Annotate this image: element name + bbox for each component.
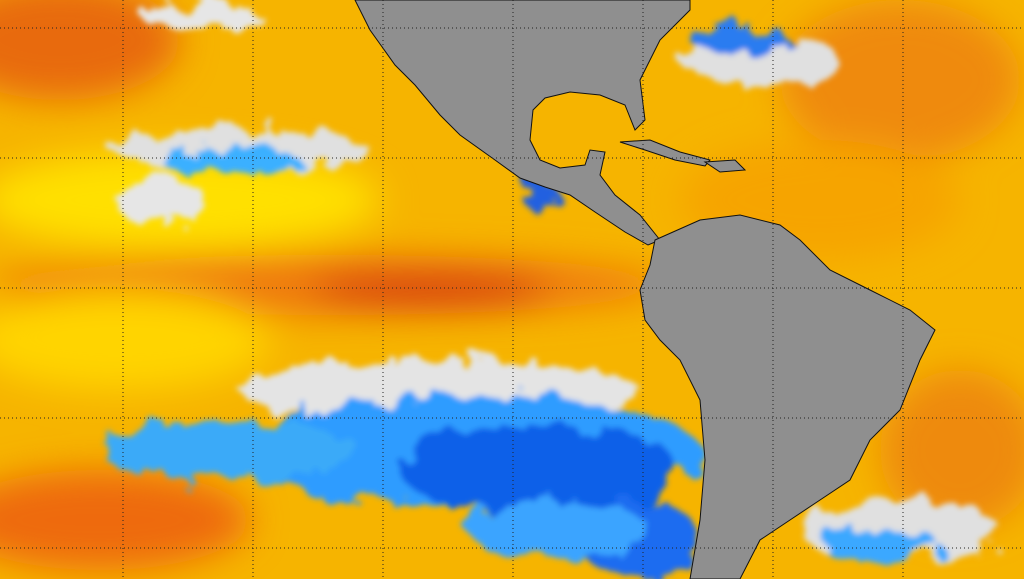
land [354, 0, 936, 579]
north-central-america [354, 0, 691, 246]
hispaniola [703, 159, 747, 173]
anomaly-textured [100, 0, 1000, 579]
south-america [639, 214, 936, 579]
